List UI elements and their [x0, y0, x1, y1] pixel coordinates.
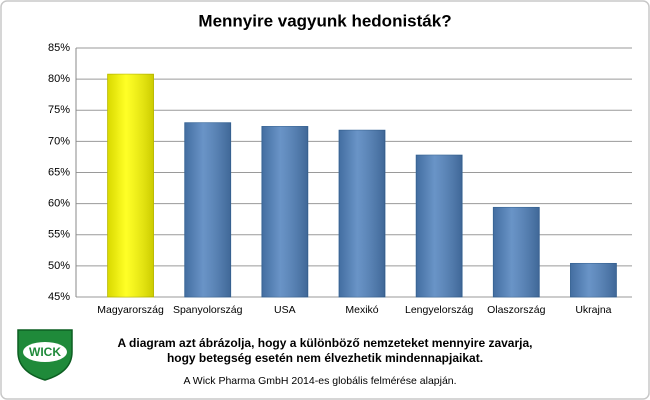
logo: WICK — [17, 329, 73, 381]
source: A Wick Pharma GmbH 2014-es globális felm… — [183, 375, 456, 387]
x-tick-label: Spanyolország — [173, 304, 243, 316]
x-tick-label: Lengyelország — [405, 304, 473, 316]
bar-shade — [261, 126, 308, 297]
x-tick-label: Mexikó — [345, 304, 378, 316]
x-tick-label: Ukrajna — [575, 304, 611, 316]
bar-shade — [107, 74, 154, 298]
bar-shade — [570, 263, 617, 297]
y-tick-label: 55% — [48, 229, 70, 241]
bar-shade — [416, 155, 463, 297]
y-tick-label: 85% — [48, 42, 70, 54]
y-tick-label: 45% — [48, 291, 70, 303]
logo-text: WICK — [29, 345, 61, 359]
logo-oval — [23, 342, 67, 362]
x-tick-label: USA — [274, 304, 296, 316]
x-tick-label: Olaszország — [487, 304, 546, 316]
y-tick-label: 65% — [48, 166, 70, 178]
x-tick-label: Magyarország — [97, 304, 164, 316]
caption-line: hogy betegség esetén nem élvezhetik mind… — [167, 351, 483, 365]
y-tick-label: 75% — [48, 104, 70, 116]
chart-title: Mennyire vagyunk hedonisták? — [198, 11, 451, 30]
caption-line: A diagram azt ábrázolja, hogy a különböz… — [117, 336, 532, 350]
y-tick-label: 60% — [48, 198, 70, 210]
bar-shade — [339, 130, 385, 297]
bar-shade — [493, 207, 540, 297]
y-tick-label: 80% — [48, 73, 70, 85]
y-tick-label: 50% — [48, 260, 70, 272]
bar-shade — [184, 122, 231, 297]
y-tick-label: 70% — [48, 135, 70, 147]
